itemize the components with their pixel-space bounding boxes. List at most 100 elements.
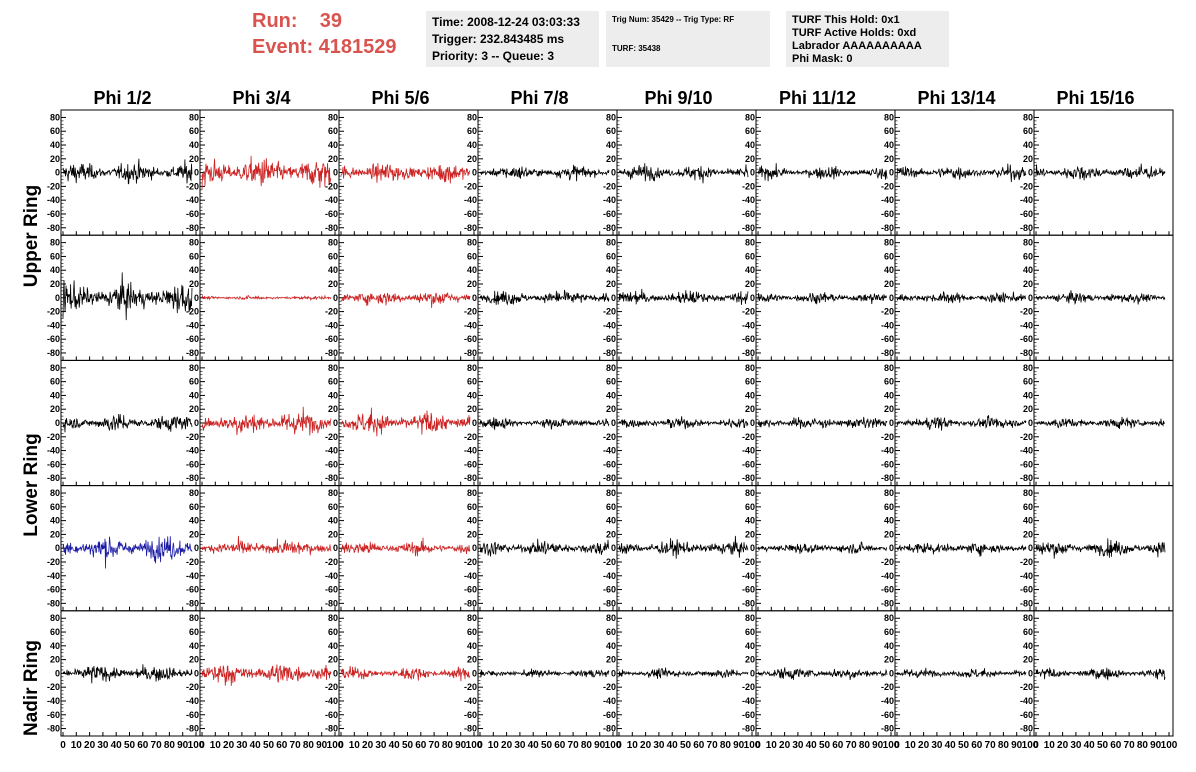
y-tick-label: 20 xyxy=(50,154,60,164)
column-label-phi-13-14: Phi 13/14 xyxy=(917,88,996,108)
y-tick-label: 60 xyxy=(745,502,755,512)
y-tick-label: 20 xyxy=(50,655,60,665)
y-tick-label: 20 xyxy=(50,529,60,539)
y-tick-label: 0 xyxy=(611,168,616,178)
y-tick-label: -20 xyxy=(1020,307,1033,317)
x-tick-label: 70 xyxy=(846,740,858,751)
y-tick-label: -80 xyxy=(603,473,616,483)
y-tick-label: -80 xyxy=(1020,223,1033,233)
y-tick-label: 20 xyxy=(189,404,199,414)
y-tick-label: -40 xyxy=(603,571,616,581)
y-tick-label: -20 xyxy=(464,307,477,317)
y-tick-label: 80 xyxy=(328,488,338,498)
y-tick-label: -60 xyxy=(1020,585,1033,595)
y-tick-label: 20 xyxy=(328,154,338,164)
y-tick-label: 20 xyxy=(467,154,477,164)
waveform-trace xyxy=(757,163,888,182)
x-tick-label: 30 xyxy=(653,740,665,751)
y-tick-label: 60 xyxy=(50,126,60,136)
y-tick-label: -80 xyxy=(742,473,755,483)
x-tick-label: 40 xyxy=(1084,740,1096,751)
y-tick-label: -60 xyxy=(464,710,477,720)
y-tick-label: 0 xyxy=(889,668,894,678)
y-tick-label: -40 xyxy=(1020,195,1033,205)
y-tick-label: -60 xyxy=(1020,459,1033,469)
y-tick-label: 60 xyxy=(745,377,755,387)
y-tick-label: 80 xyxy=(1023,613,1033,623)
y-tick-label: -20 xyxy=(325,557,338,567)
y-tick-label: 60 xyxy=(884,627,894,637)
waveform-trace xyxy=(62,413,193,433)
y-tick-label: -20 xyxy=(1020,557,1033,567)
y-tick-label: 60 xyxy=(606,126,616,136)
y-tick-label: 60 xyxy=(1023,251,1033,261)
y-tick-label: -60 xyxy=(603,209,616,219)
y-tick-label: 80 xyxy=(189,613,199,623)
y-tick-label: 0 xyxy=(55,168,60,178)
x-tick-label: 0 xyxy=(755,740,761,751)
y-tick-label: -80 xyxy=(464,598,477,608)
waveform-trace xyxy=(618,288,749,305)
y-tick-label: 80 xyxy=(884,613,894,623)
y-tick-label: -40 xyxy=(464,195,477,205)
y-tick-label: -60 xyxy=(325,585,338,595)
y-tick-label: -40 xyxy=(742,446,755,456)
y-tick-label: -20 xyxy=(47,557,60,567)
y-tick-label: -80 xyxy=(881,223,894,233)
y-tick-label: -40 xyxy=(881,320,894,330)
x-tick-label: 60 xyxy=(137,740,149,751)
y-tick-label: 0 xyxy=(333,168,338,178)
y-tick-label: 0 xyxy=(194,293,199,303)
x-tick-label: 40 xyxy=(389,740,401,751)
y-tick-label: -60 xyxy=(47,459,60,469)
y-tick-label: 20 xyxy=(884,154,894,164)
y-tick-label: 40 xyxy=(50,641,60,651)
y-tick-label: -40 xyxy=(186,696,199,706)
y-tick-label: 60 xyxy=(606,251,616,261)
y-tick-label: 80 xyxy=(328,238,338,248)
y-tick-label: 0 xyxy=(55,418,60,428)
y-tick-label: 80 xyxy=(606,488,616,498)
y-tick-label: 20 xyxy=(50,279,60,289)
waveform-trace xyxy=(1035,538,1166,559)
y-tick-label: 80 xyxy=(50,488,60,498)
y-tick-label: -40 xyxy=(186,195,199,205)
y-tick-label: 60 xyxy=(50,502,60,512)
y-tick-label: -80 xyxy=(603,598,616,608)
y-tick-label: 80 xyxy=(884,363,894,373)
y-tick-label: 0 xyxy=(333,543,338,553)
y-tick-label: 60 xyxy=(884,251,894,261)
y-tick-label: 20 xyxy=(884,279,894,289)
y-tick-label: 0 xyxy=(472,668,477,678)
y-tick-label: -80 xyxy=(1020,348,1033,358)
turf-hold-text: TURF This Hold: 0x1 xyxy=(792,14,900,26)
x-tick-label: 100 xyxy=(883,740,900,751)
x-tick-label: 10 xyxy=(766,740,778,751)
x-tick-label: 20 xyxy=(501,740,513,751)
y-tick-label: 0 xyxy=(472,168,477,178)
waveform-trace xyxy=(340,537,471,557)
y-tick-label: 20 xyxy=(745,655,755,665)
y-tick-label: 80 xyxy=(328,112,338,122)
y-tick-label: 40 xyxy=(328,390,338,400)
run-number: Run: 39 xyxy=(252,10,343,32)
y-tick-label: -60 xyxy=(47,710,60,720)
y-tick-label: -60 xyxy=(186,209,199,219)
y-tick-label: 40 xyxy=(606,140,616,150)
column-label-phi-11-12: Phi 11/12 xyxy=(778,88,857,108)
y-tick-label: 60 xyxy=(467,251,477,261)
x-tick-label: 70 xyxy=(290,740,302,751)
y-tick-label: -40 xyxy=(186,571,199,581)
waveform-trace xyxy=(1035,290,1166,306)
y-tick-label: 40 xyxy=(50,265,60,275)
x-tick-label: 80 xyxy=(442,740,454,751)
y-tick-label: 20 xyxy=(745,404,755,414)
x-tick-label: 20 xyxy=(223,740,235,751)
y-tick-label: -60 xyxy=(1020,710,1033,720)
y-tick-label: 0 xyxy=(750,543,755,553)
y-tick-label: -60 xyxy=(603,585,616,595)
x-tick-label: 30 xyxy=(97,740,109,751)
y-tick-label: -20 xyxy=(742,181,755,191)
waveform-trace xyxy=(896,163,1027,183)
x-tick-label: 90 xyxy=(733,740,745,751)
